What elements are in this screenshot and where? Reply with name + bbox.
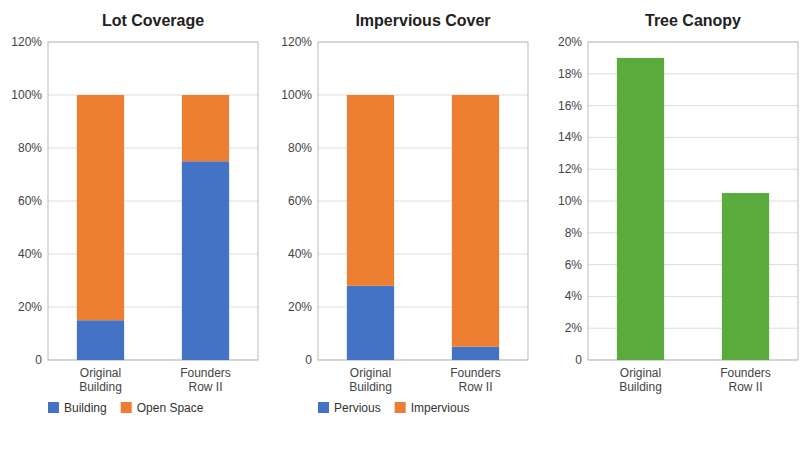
- bar-segment: [452, 347, 499, 360]
- x-tick-label: OriginalBuilding: [619, 366, 662, 394]
- x-tick-line: Original: [350, 366, 391, 380]
- chart-title: Impervious Cover: [355, 12, 490, 29]
- legend-swatch: [395, 402, 406, 413]
- y-tick-label: 80%: [288, 141, 312, 155]
- y-tick-label: 20%: [18, 300, 42, 314]
- bars: [347, 95, 499, 360]
- legend-swatch: [121, 402, 132, 413]
- y-tick-label: 6%: [565, 258, 583, 272]
- x-tick-label: FoundersRow II: [720, 366, 771, 394]
- y-tick-label: 8%: [565, 226, 583, 240]
- x-tick-label: OriginalBuilding: [79, 366, 122, 394]
- bar-segment: [77, 320, 124, 360]
- bar-segment: [77, 95, 124, 320]
- bar: [617, 58, 664, 360]
- x-axis: OriginalBuilding FoundersRow II: [349, 366, 501, 394]
- y-tick-label: 80%: [18, 141, 42, 155]
- x-tick-line: Row II: [458, 380, 492, 394]
- x-tick-label: FoundersRow II: [180, 366, 231, 394]
- legend-label: Impervious: [411, 401, 470, 415]
- y-tick-label: 100%: [11, 88, 42, 102]
- y-tick-label: 0: [35, 353, 42, 367]
- y-axis: 0 20% 40% 60% 80% 100% 120%: [11, 35, 258, 367]
- x-tick-line: Building: [79, 380, 122, 394]
- legend: Building Open Space: [48, 401, 204, 415]
- plot-frame: [318, 42, 528, 360]
- y-tick-label: 40%: [288, 247, 312, 261]
- legend-label: Building: [64, 401, 107, 415]
- bar-segment: [182, 161, 229, 360]
- y-tick-label: 60%: [288, 194, 312, 208]
- chart-title: Lot Coverage: [102, 12, 204, 29]
- x-tick-line: Original: [80, 366, 121, 380]
- bar: [722, 193, 769, 360]
- y-tick-label: 2%: [565, 321, 583, 335]
- y-tick-label: 14%: [558, 130, 582, 144]
- legend-swatch: [48, 402, 59, 413]
- y-tick-label: 20%: [288, 300, 312, 314]
- bars: [617, 58, 769, 360]
- y-tick-label: 120%: [281, 35, 312, 49]
- x-tick-line: Row II: [728, 380, 762, 394]
- x-tick-line: Row II: [188, 380, 222, 394]
- y-tick-label: 16%: [558, 99, 582, 113]
- y-tick-label: 12%: [558, 162, 582, 176]
- legend: Pervious Impervious: [318, 401, 469, 415]
- chart-title: Tree Canopy: [645, 12, 741, 29]
- y-tick-label: 4%: [565, 289, 583, 303]
- plot-frame: [48, 42, 258, 360]
- x-axis: OriginalBuilding FoundersRow II: [79, 366, 231, 394]
- y-axis: 0 20% 40% 60% 80% 100% 120%: [281, 35, 528, 367]
- y-tick-label: 0: [575, 353, 582, 367]
- x-axis: OriginalBuilding FoundersRow II: [619, 366, 771, 394]
- y-tick-label: 60%: [18, 194, 42, 208]
- x-tick-label: FoundersRow II: [450, 366, 501, 394]
- bar-segment: [347, 286, 394, 360]
- bar-segment: [452, 95, 499, 347]
- x-tick-line: Building: [619, 380, 662, 394]
- x-tick-line: Founders: [180, 366, 231, 380]
- x-tick-line: Original: [620, 366, 661, 380]
- panel: Impervious Cover 0 20% 40% 60% 80% 100% 120% Ori…: [281, 12, 528, 415]
- page: {"chart_data": [ {"type": "bar", "title"…: [0, 0, 810, 453]
- y-tick-label: 18%: [558, 67, 582, 81]
- bar-segment: [347, 95, 394, 286]
- y-tick-label: 120%: [11, 35, 42, 49]
- x-tick-line: Founders: [720, 366, 771, 380]
- x-tick-label: OriginalBuilding: [349, 366, 392, 394]
- y-tick-label: 40%: [18, 247, 42, 261]
- legend-swatch: [318, 402, 329, 413]
- plot-frame: [588, 42, 798, 360]
- y-axis: 0 2% 4% 6% 8% 10% 12% 14% 16% 18% 20%: [558, 35, 798, 367]
- y-tick-label: 20%: [558, 35, 582, 49]
- legend-label: Open Space: [137, 401, 204, 415]
- y-tick-label: 0: [305, 353, 312, 367]
- figure: Lot Coverage 0 20% 40% 60% 80% 100% 120% Origina…: [0, 0, 810, 453]
- y-tick-label: 10%: [558, 194, 582, 208]
- x-tick-line: Building: [349, 380, 392, 394]
- y-tick-label: 100%: [281, 88, 312, 102]
- x-tick-line: Founders: [450, 366, 501, 380]
- panel: Tree Canopy 0 2% 4% 6% 8% 10% 12% 14% 16% 18% 20% Or…: [558, 12, 798, 394]
- legend-label: Pervious: [334, 401, 381, 415]
- panel: Lot Coverage 0 20% 40% 60% 80% 100% 120% Origina…: [11, 12, 258, 415]
- bar-segment: [182, 95, 229, 161]
- bars: [77, 95, 229, 360]
